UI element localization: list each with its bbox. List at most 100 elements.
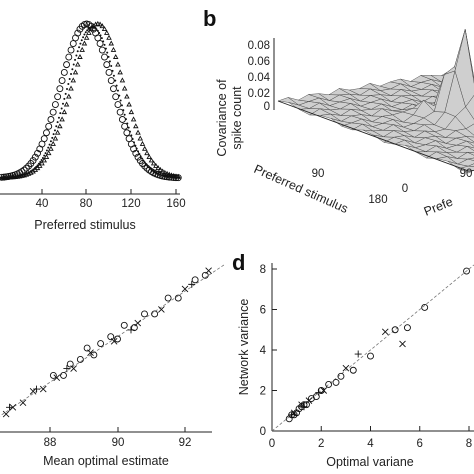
panel-a-point-dot (32, 168, 35, 171)
panel-d-y-tick-label: 4 (260, 345, 267, 357)
panel-a-point-dot (74, 58, 77, 61)
panel-a-point-triangle (128, 109, 135, 115)
panel-d-point-circle (325, 380, 333, 388)
panel-a-point-circle (94, 34, 102, 42)
panel-d-point-plus (288, 411, 296, 419)
panel-a-point-dot (133, 141, 136, 144)
panel-a-point-dot (145, 163, 148, 166)
panel-d-letter: d (232, 250, 245, 275)
panel-a-point-triangle (81, 40, 88, 46)
panel-a-point-dot (102, 40, 105, 43)
panel-a-point-triangle (135, 129, 141, 135)
panel-a-point-triangle (112, 53, 119, 59)
panel-a-point-dot (134, 144, 137, 147)
panel-a-point-circle (121, 122, 129, 130)
panel-a-point-triangle (124, 93, 130, 99)
panel-c-point-circle (107, 333, 115, 341)
panel-a-point-triangle (119, 77, 126, 83)
panel-a-point-triangle (159, 168, 166, 174)
panel-a-point-triangle (141, 145, 148, 151)
panel-c-x-tick-label: 88 (44, 437, 57, 449)
panel-a-point-dot (122, 109, 125, 112)
panel-a-point-triangle (68, 85, 74, 91)
panel-a-point-dot (53, 129, 56, 132)
panel-b-surface-cell (465, 136, 474, 143)
panel-a-point-dot (111, 69, 114, 72)
panel-d-y-tick-label: 8 (260, 264, 266, 276)
panel-b-surface-cell (457, 158, 474, 167)
panel-b-x-tick-label: 180 (368, 194, 387, 206)
panel-a-point-triangle (72, 69, 79, 75)
panel-a-point-dot (63, 97, 66, 100)
panel-a-point-dot (131, 138, 134, 141)
panel-a-point-circle (45, 122, 53, 130)
panel-a-point-dot (40, 159, 43, 162)
panel-a-point-dot (103, 43, 106, 46)
panel-b-letter: b (203, 6, 216, 31)
panel-d-y-tick-label: 6 (260, 305, 266, 317)
panel-a-point-circle (118, 116, 126, 123)
panel-c-point-x (19, 399, 27, 407)
panel-a-point-circle (110, 85, 117, 93)
panel-a-point-triangle (48, 145, 54, 151)
panel-a-point-circle (116, 108, 124, 116)
panel-a-point-triangle (146, 154, 152, 160)
panel-a-point-circle (105, 69, 113, 76)
panel-b-surface-cell (464, 29, 474, 84)
panel-d-ticks: 0 2 4 6 8 0 2 4 6 8 (260, 264, 473, 450)
panel-a-point-dot (139, 155, 142, 158)
panel-a-point-triangle (54, 129, 61, 135)
panel-b-z-tick-label: 0.02 (248, 88, 270, 100)
panel-a-point-dot (45, 149, 48, 152)
panel-c-point-circle (151, 310, 159, 318)
panel-a-point-dot (112, 74, 115, 77)
panel-a-x-ticks (41, 189, 177, 194)
panel-c-data-marks (2, 267, 212, 418)
panel-a-point-triangle (104, 29, 110, 35)
panel-a-point-dot (64, 92, 67, 95)
panel-a-point-dot (86, 29, 89, 32)
panel-a-point-triangle (110, 46, 117, 52)
panel-a-point-triangle (79, 46, 85, 52)
panel-d-point-x (342, 364, 350, 372)
panel-a-point-dot (94, 27, 97, 30)
panel-a-point-circle (49, 108, 57, 116)
panel-a-point-triangle (155, 165, 161, 171)
panel-a-point-circle (103, 61, 111, 69)
panel-d-point-circle (312, 393, 320, 401)
panel-a-point-triangle (101, 26, 108, 32)
panel-a-point-dot (66, 87, 69, 90)
panel-d-x-axis-label: Optimal variane (326, 455, 414, 469)
panel-b-surface-cell (468, 163, 474, 167)
panel-a-point-dot (124, 118, 127, 121)
panel-a-point-dot (127, 126, 130, 129)
panel-c-x-tick-label: 90 (112, 437, 125, 449)
panel-b-surface-cell (455, 106, 474, 130)
panel-a-point-triangle (126, 101, 132, 107)
panel-a-point-triangle (162, 169, 168, 175)
panel-a-point-triangle (70, 77, 77, 83)
panel-a-point-triangle (115, 61, 121, 67)
panel-a-point-triangle (117, 69, 123, 75)
panel-a-point-dot (95, 28, 98, 31)
panel-b-surface-cell (456, 136, 474, 144)
panel-d-point-circle (337, 372, 345, 380)
panel-d-x-tick-label: 0 (269, 438, 275, 450)
panel-a-point-dot (115, 84, 118, 87)
panel-d-point-circle (391, 326, 399, 334)
panel-c-point-plus (33, 385, 40, 393)
panel-c-point-x (158, 306, 165, 313)
panel-a-point-dot (37, 162, 40, 165)
panel-a-point-dot (31, 169, 34, 172)
panel-a-point-dot (79, 42, 82, 45)
panel-a-point-circle (51, 101, 59, 109)
panel-c-point-circle (90, 351, 98, 359)
panel-b-floor-edge (277, 100, 474, 172)
panel-a-point-dot (135, 147, 138, 150)
panel-a-point-triangle (52, 135, 59, 141)
panel-c-x-ticks (49, 427, 186, 432)
panel-c-point-plus (63, 365, 71, 373)
panel-a-point-dot (119, 99, 122, 102)
panel-d: d Network variance 0 2 4 6 8 0 2 4 6 8 Optimal va… (232, 250, 474, 469)
panel-a-point-dot (60, 107, 63, 110)
